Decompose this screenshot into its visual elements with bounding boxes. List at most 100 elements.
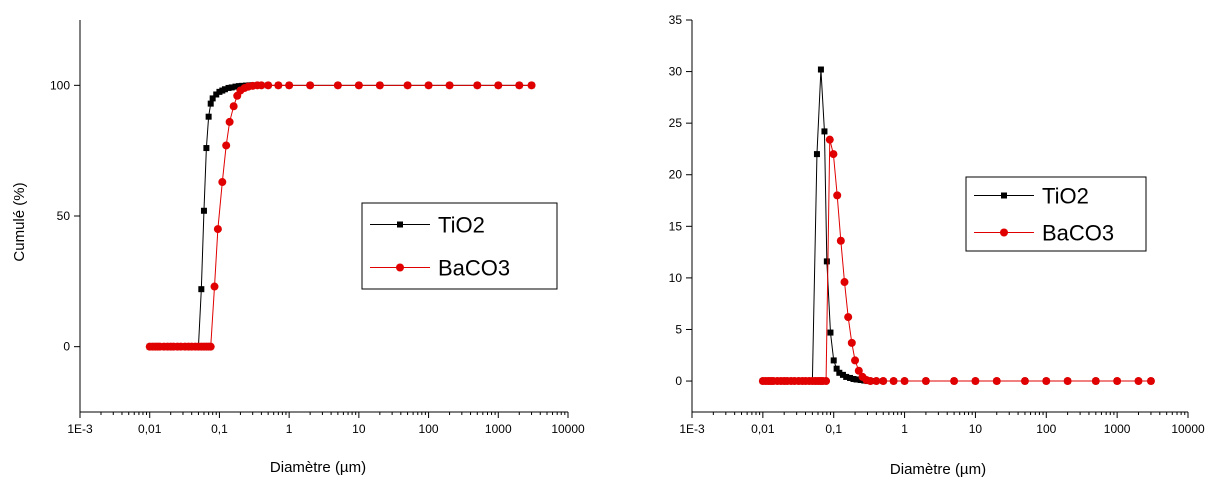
data-point-BaCO3 [403,81,412,90]
legend-label: BaCO3 [1042,221,1114,246]
x-tick-label: 1E-3 [679,422,705,436]
legend-box [361,202,558,290]
data-point-TiO2 [847,374,854,381]
y-tick-label: 15 [669,219,683,233]
data-point-TiO2 [225,84,232,91]
x-tick-label: 100 [1036,422,1056,436]
y-tick-label: 0 [63,340,70,354]
legend-label: TiO2 [438,213,485,238]
data-point-TiO2 [205,113,212,120]
data-point-BaCO3 [1091,377,1100,386]
data-point-TiO2 [823,258,830,265]
y-tick-label: 5 [675,322,682,336]
data-point-BaCO3 [829,150,838,159]
x-tick-label: 1000 [485,422,512,436]
data-point-BaCO3 [445,81,454,90]
data-point-BaCO3 [825,135,834,144]
data-point-BaCO3 [822,377,831,386]
data-point-BaCO3 [210,282,219,291]
data-point-BaCO3 [257,81,266,90]
data-point-BaCO3 [889,377,898,386]
data-point-BaCO3 [879,377,888,386]
legend-marker-TiO2 [1001,192,1007,199]
data-point-BaCO3 [222,141,231,150]
data-point-BaCO3 [229,102,238,111]
x-tick-label: 1 [286,422,293,436]
data-point-BaCO3 [836,236,845,245]
data-point-BaCO3 [847,338,856,347]
y-tick-label: 35 [669,13,683,27]
data-point-BaCO3 [840,278,849,287]
data-point-TiO2 [221,86,228,93]
data-point-TiO2 [228,84,235,91]
legend-marker-TiO2 [397,221,403,228]
x-tick-label: 0,1 [825,422,842,436]
data-point-TiO2 [830,357,837,364]
x-tick-label: 1E-3 [67,422,93,436]
data-point-BaCO3 [950,377,959,386]
legend-marker-BaCO3 [1000,228,1008,237]
data-point-BaCO3 [1134,377,1143,386]
x-tick-label: 1 [901,422,908,436]
data-point-TiO2 [827,329,834,336]
data-point-TiO2 [232,83,239,90]
data-point-TiO2 [200,207,207,214]
data-point-BaCO3 [375,81,384,90]
data-point-TiO2 [821,128,828,135]
x-tick-label: 10 [352,422,366,436]
y-tick-label: 50 [57,209,71,223]
data-point-BaCO3 [851,356,860,365]
cumulative-chart: 1E-3 0,01 0,1 1 10 100 1000 10000 0 50 100 TiO2 BaC… [11,20,585,476]
data-point-BaCO3 [833,191,842,200]
data-point-BaCO3 [333,81,342,90]
data-point-BaCO3 [992,377,1001,386]
data-point-TiO2 [853,376,860,383]
data-point-BaCO3 [921,377,930,386]
data-point-TiO2 [843,373,850,380]
data-point-BaCO3 [225,117,234,126]
data-point-BaCO3 [218,178,227,187]
x-tick-label: 10000 [551,422,585,436]
data-point-BaCO3 [473,81,482,90]
y-tick-label: 10 [669,271,683,285]
data-point-TiO2 [833,365,840,372]
data-point-BaCO3 [1063,377,1072,386]
data-point-BaCO3 [900,377,909,386]
data-point-TiO2 [839,371,846,378]
x-tick-label: 1000 [1104,422,1131,436]
data-point-BaCO3 [354,81,363,90]
data-point-TiO2 [850,375,857,382]
data-point-TiO2 [836,369,843,376]
x-tick-label: 10 [969,422,983,436]
x-axis-label: Diamètre (µm) [270,459,366,476]
data-point-BaCO3 [1020,377,1029,386]
x-tick-label: 0,1 [211,422,228,436]
series-line-BaCO3 [762,139,1151,382]
data-point-BaCO3 [274,81,283,90]
data-point-TiO2 [817,66,824,73]
y-tick-label: 25 [669,116,683,130]
data-point-TiO2 [213,91,220,98]
data-point-TiO2 [209,95,216,102]
data-point-BaCO3 [494,81,503,90]
legend-label: BaCO3 [438,256,510,281]
data-point-BaCO3 [872,377,881,386]
y-axis-label: Cumulé (%) [11,182,28,261]
x-tick-label: 100 [419,422,439,436]
data-point-TiO2 [198,286,205,293]
data-point-BaCO3 [306,81,315,90]
legend-marker-BaCO3 [396,263,404,272]
y-tick-label: 0 [675,374,682,388]
y-tick-label: 20 [669,168,683,182]
data-point-BaCO3 [971,377,980,386]
x-tick-label: 10000 [1171,422,1205,436]
x-tick-label: 0,01 [751,422,775,436]
data-point-BaCO3 [866,377,875,386]
data-point-BaCO3 [264,81,273,90]
data-point-BaCO3 [1113,377,1122,386]
data-point-TiO2 [813,151,820,158]
data-point-BaCO3 [844,313,853,322]
x-tick-label: 0,01 [138,422,162,436]
